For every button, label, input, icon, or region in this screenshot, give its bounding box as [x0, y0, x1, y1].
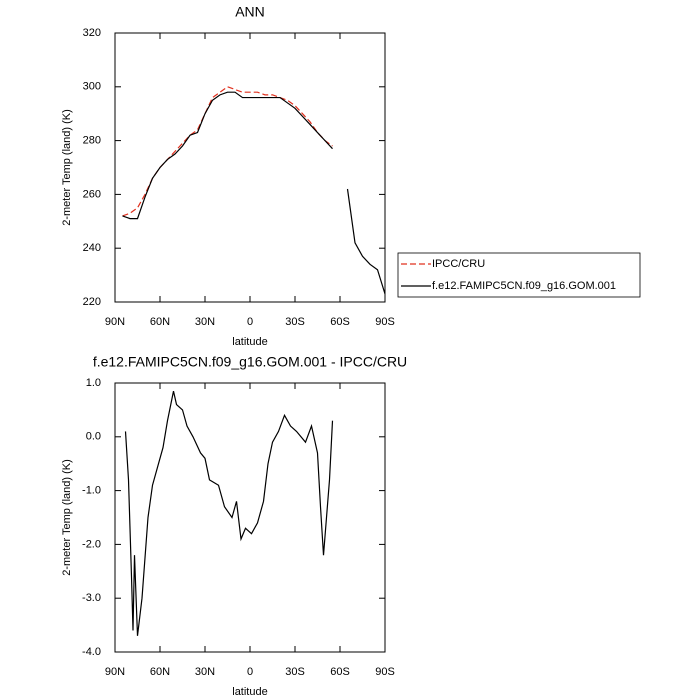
- y-tick-label: -2.0: [82, 538, 101, 550]
- x-tick-label: 60N: [150, 316, 170, 328]
- x-tick-label: 30N: [195, 666, 215, 678]
- y-tick-label: 1.0: [86, 377, 101, 389]
- data-line: [122, 86, 333, 217]
- x-tick-label: 90N: [105, 316, 125, 328]
- x-tick-label: 90S: [375, 666, 395, 678]
- x-tick-label: 60N: [150, 666, 170, 678]
- x-tick-label: 60S: [330, 316, 350, 328]
- y-tick-label: 240: [83, 242, 101, 254]
- data-line: [124, 390, 334, 636]
- x-tick-label: 30S: [285, 666, 305, 678]
- y-tick-label: 320: [83, 27, 101, 39]
- x-tick-label: 90N: [105, 666, 125, 678]
- data-line: [122, 91, 386, 295]
- x-tick-label: 90S: [375, 316, 395, 328]
- legend-box: [397, 252, 641, 298]
- x-axis-label: latitude: [232, 686, 267, 698]
- y-tick-label: -4.0: [82, 646, 101, 658]
- y-tick-label: 220: [83, 296, 101, 308]
- x-axis-label: latitude: [232, 336, 267, 348]
- y-tick-label: 300: [83, 81, 101, 93]
- plot-frame: [114, 382, 386, 653]
- y-tick-label: 280: [83, 135, 101, 147]
- chart-title: ANN: [235, 4, 265, 20]
- x-tick-label: 0: [247, 666, 253, 678]
- chart-title: f.e12.FAMIPC5CN.f09_g16.GOM.001 - IPCC/C…: [93, 354, 407, 370]
- y-tick-label: -1.0: [82, 485, 101, 497]
- plot-frame: [114, 32, 386, 303]
- y-tick-label: 0.0: [86, 431, 101, 443]
- legend-label: IPCC/CRU: [432, 258, 485, 270]
- x-tick-label: 30N: [195, 316, 215, 328]
- y-tick-label: -3.0: [82, 592, 101, 604]
- y-tick-label: 260: [83, 188, 101, 200]
- y-axis-label: 2-meter Temp (land) (K): [61, 109, 73, 226]
- legend-label: f.e12.FAMIPC5CN.f09_g16.GOM.001: [432, 280, 616, 292]
- x-tick-label: 60S: [330, 666, 350, 678]
- x-tick-label: 30S: [285, 316, 305, 328]
- y-axis-label: 2-meter Temp (land) (K): [61, 459, 73, 576]
- x-tick-label: 0: [247, 316, 253, 328]
